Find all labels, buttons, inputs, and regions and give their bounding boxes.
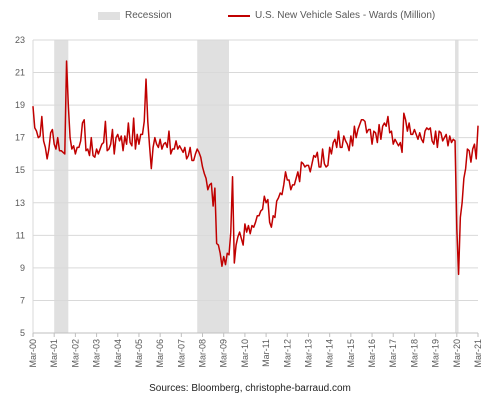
x-tick-label: Mar-18: [409, 339, 419, 368]
x-tick-label: Mar-13: [303, 339, 313, 368]
y-tick-label: 5: [20, 328, 25, 338]
recession-swatch: [98, 11, 120, 20]
gridlines: [33, 39, 478, 301]
x-tick-label: Mar-07: [176, 339, 186, 368]
x-tick-label: Mar-03: [92, 339, 102, 368]
y-tick-label: 15: [15, 165, 25, 175]
legend-item-series: U.S. New Vehicle Sales - Wards (Million): [228, 10, 435, 21]
recession-band: [455, 40, 459, 333]
x-tick-label: Mar-15: [346, 339, 356, 368]
x-axis-ticks: Mar-00 Mar-01 Mar-02 Mar-03 Mar-04 Mar-05 Mar-…: [28, 333, 483, 368]
y-tick-label: 7: [20, 295, 25, 305]
axes: [32, 40, 478, 334]
legend: Recession U.S. New Vehicle Sales - Wards…: [0, 10, 500, 28]
x-tick-label: Mar-08: [198, 339, 208, 368]
series-swatch: [228, 14, 250, 17]
y-tick-label: 13: [15, 198, 25, 208]
x-tick-label: Mar-11: [261, 339, 271, 367]
y-tick-label: 9: [20, 263, 25, 273]
x-tick-label: Mar-19: [431, 339, 441, 368]
recession-band: [54, 40, 69, 333]
recession-band: [197, 40, 230, 333]
x-tick-label: Mar-02: [70, 339, 80, 368]
y-axis-ticks: 5 7 9 11 13 15 17 19 21 23: [15, 35, 25, 338]
legend-series-label: U.S. New Vehicle Sales - Wards (Million): [255, 10, 436, 21]
x-tick-label: Mar-16: [367, 339, 377, 368]
y-tick-label: 19: [15, 100, 25, 110]
source-note: Sources: Bloomberg, christophe-barraud.c…: [149, 383, 351, 394]
x-tick-label: Mar-10: [240, 339, 250, 368]
x-tick-label: Mar-05: [134, 339, 144, 368]
x-tick-label: Mar-17: [388, 339, 398, 368]
x-tick-label: Mar-12: [282, 339, 292, 368]
y-tick-label: 11: [16, 230, 25, 240]
y-tick-label: 17: [15, 133, 25, 143]
x-tick-label: Mar-09: [219, 339, 229, 368]
x-tick-label: Mar-20: [452, 339, 462, 368]
x-tick-label: Mar-14: [325, 339, 335, 368]
x-tick-label: Mar-00: [28, 339, 38, 368]
x-tick-label: Mar-04: [113, 339, 123, 368]
x-tick-label: Mar-21: [473, 339, 483, 368]
x-tick-label: Mar-01: [49, 339, 59, 368]
recession-bands: [54, 40, 459, 333]
legend-recession-label: Recession: [125, 10, 172, 21]
series-lines: [32, 60, 479, 276]
x-tick-label: Mar-06: [155, 339, 165, 368]
y-tick-label: 23: [15, 35, 25, 45]
series-line: [32, 60, 479, 276]
y-tick-label: 21: [15, 68, 25, 78]
legend-item-recession: Recession: [98, 10, 172, 21]
